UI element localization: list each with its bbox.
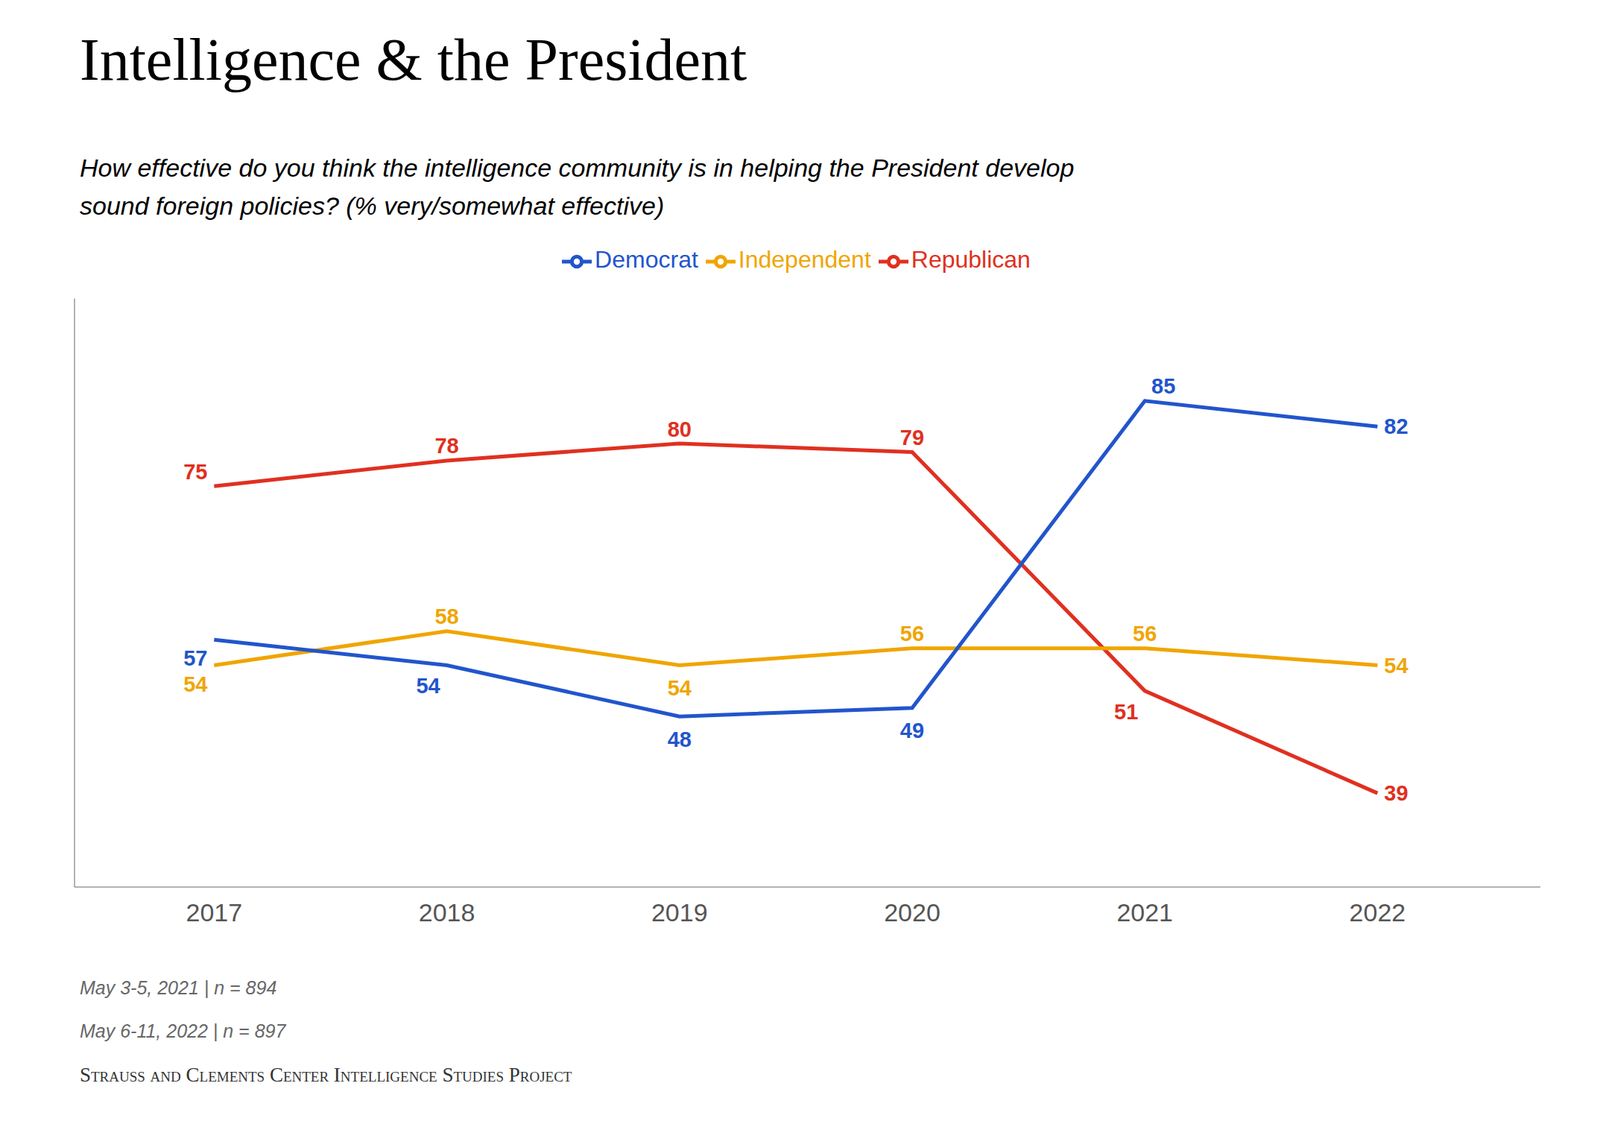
html-text:Intelligence & the President: Intelligence & the President — [79, 26, 747, 93]
svg-text:49: 49 — [900, 718, 925, 743]
svg-text:2022: 2022 — [1349, 897, 1407, 927]
svg-text:2017: 2017 — [186, 897, 243, 927]
svg-text:56: 56 — [900, 621, 925, 646]
svg-text:2021: 2021 — [1116, 897, 1173, 927]
svg-text:75: 75 — [183, 459, 208, 484]
svg-text:79: 79 — [900, 425, 925, 450]
svg-text:2020: 2020 — [883, 897, 941, 927]
svg-text:54: 54 — [183, 672, 208, 697]
html-text:May 6-11, 2022 | n = 897: May 6-11, 2022 | n = 897 — [79, 1020, 286, 1042]
svg-text:54: 54 — [1383, 653, 1408, 678]
html-text:Strauss and Clements Center In: Strauss and Clements Center Intelligence… — [79, 1063, 572, 1086]
svg-text:39: 39 — [1383, 780, 1408, 805]
svg-text:56: 56 — [1132, 621, 1157, 646]
html-text:Independent: Independent — [738, 245, 872, 273]
svg-text:80: 80 — [667, 417, 692, 442]
svg-text:57: 57 — [183, 646, 208, 670]
svg-text:82: 82 — [1383, 414, 1408, 439]
html-text:May 3-5, 2021 | n = 894: May 3-5, 2021 | n = 894 — [79, 976, 277, 998]
svg-text:54: 54 — [667, 675, 692, 700]
svg-text:58: 58 — [434, 604, 459, 629]
svg-text:51: 51 — [1114, 699, 1138, 724]
svg-text:54: 54 — [415, 673, 440, 698]
html-text:Republican: Republican — [911, 245, 1031, 273]
svg-text:85: 85 — [1151, 374, 1176, 398]
svg-text:2018: 2018 — [418, 897, 476, 927]
svg-text:78: 78 — [434, 433, 459, 458]
html-text:How effective do you think the: How effective do you think the intellige… — [79, 153, 1075, 220]
html-text:Democrat: Democrat — [594, 245, 699, 273]
svg-text:48: 48 — [667, 727, 692, 752]
svg-text:2019: 2019 — [651, 897, 708, 927]
